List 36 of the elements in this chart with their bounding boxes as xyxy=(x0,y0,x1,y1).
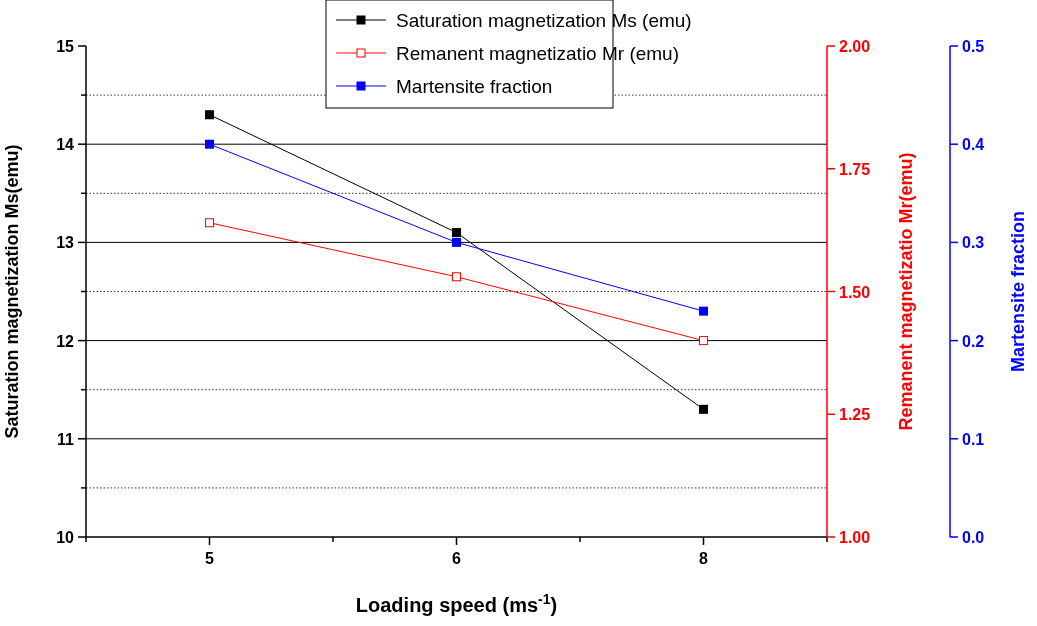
point xyxy=(699,336,708,346)
y3-tick-label: 0.3 xyxy=(962,234,985,252)
y-tick-label: 14 xyxy=(56,136,75,154)
x-tick-label: 8 xyxy=(699,550,709,567)
y2-tick-label: 1.75 xyxy=(839,160,871,178)
y-tick-label: 11 xyxy=(57,430,75,448)
y3-tick-label: 0.1 xyxy=(962,430,985,448)
point xyxy=(452,228,461,238)
y-tick-label: 10 xyxy=(56,529,75,546)
x-tick-label: 5 xyxy=(205,550,215,567)
y2-tick-label: 2.00 xyxy=(839,38,871,55)
y2-tick-label: 1.50 xyxy=(839,283,871,301)
point xyxy=(205,110,214,120)
x-tick-label: 6 xyxy=(452,550,462,567)
y-tick-label: 12 xyxy=(56,332,75,350)
y-tick-label: 13 xyxy=(56,234,75,252)
y2-tick-label: 1.25 xyxy=(839,406,871,424)
y-tick-label: 15 xyxy=(56,38,75,55)
legend-label: Martensite fraction xyxy=(396,76,553,97)
point xyxy=(205,218,214,228)
point xyxy=(205,139,214,149)
y3-tick-label: 0.0 xyxy=(962,529,985,546)
y3-tick-label: 0.2 xyxy=(962,332,985,350)
y-axis-title: Saturation magnetization Ms(emu) xyxy=(2,144,22,439)
y3-tick-label: 0.4 xyxy=(962,136,985,154)
x-axis-title: Loading speed (ms$^{-1}$) xyxy=(355,591,558,616)
legend-label: Remanent magnetizatio Mr (emu) xyxy=(396,43,679,64)
y3-axis-title: Martensite fraction xyxy=(1008,210,1028,373)
y2-tick-label: 1.00 xyxy=(839,529,871,546)
y2-axis-title: Remanent magnetizatio Mr(emu) xyxy=(896,152,916,431)
point xyxy=(699,306,708,316)
y3-tick-label: 0.5 xyxy=(962,38,985,55)
legend-label: Saturation magnetization Ms (emu) xyxy=(396,10,692,31)
point xyxy=(452,237,461,247)
point xyxy=(452,272,461,282)
point xyxy=(699,404,708,414)
